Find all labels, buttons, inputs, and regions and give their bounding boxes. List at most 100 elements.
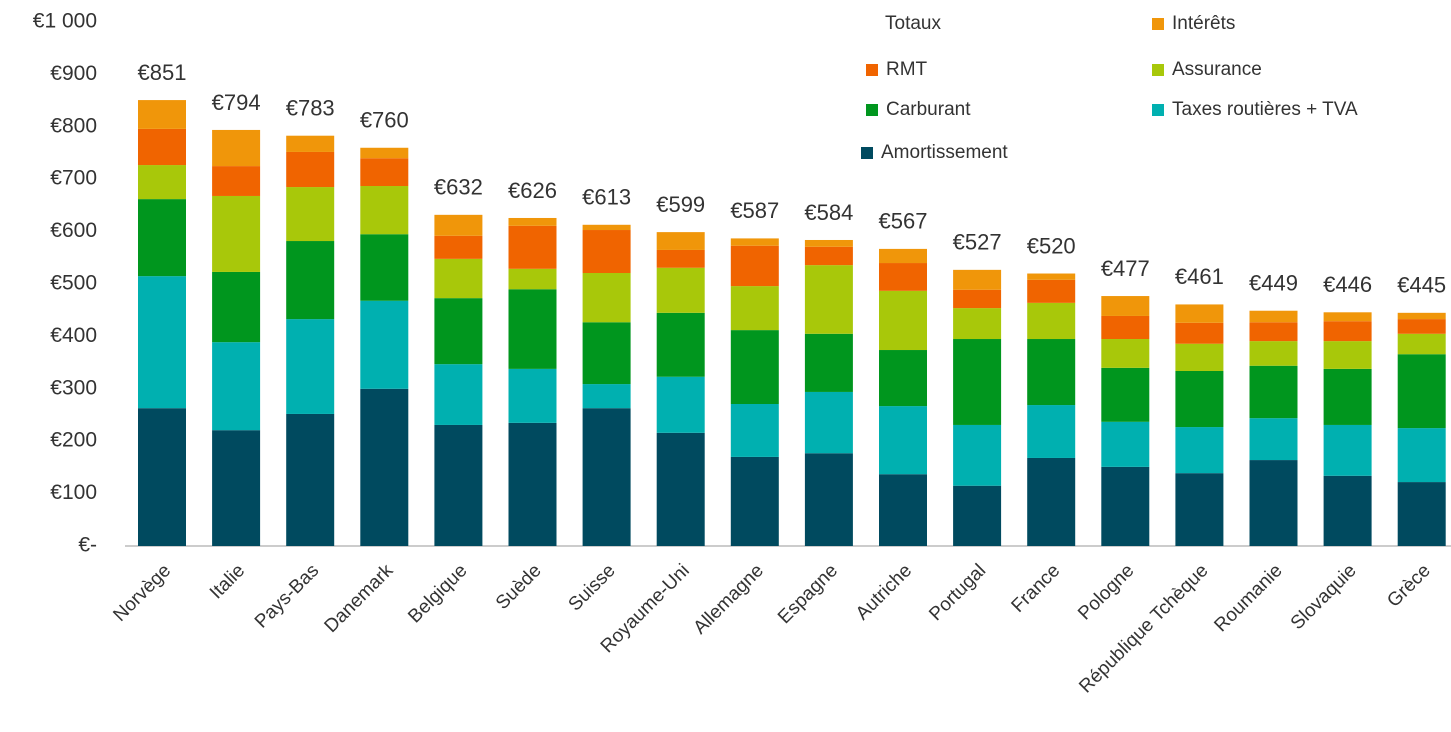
- bar-segment: [508, 225, 557, 269]
- bar-segment: [804, 391, 853, 454]
- bar-segment: [582, 322, 631, 385]
- bar-segment: [212, 166, 261, 196]
- bar-segment: [953, 269, 1002, 290]
- legend-label: Amortissement: [881, 142, 1008, 163]
- bar-segment: [582, 384, 631, 409]
- x-tick-label: Grèce: [1383, 560, 1434, 611]
- total-label: €599: [656, 192, 705, 217]
- bar-segment: [286, 413, 335, 546]
- y-tick-label: €400: [50, 324, 97, 347]
- total-label: €632: [434, 175, 483, 200]
- x-tick-label: Danemark: [321, 560, 398, 637]
- legend-marker: [861, 147, 873, 159]
- bar-segment: [953, 339, 1002, 425]
- bar-segment: [1397, 482, 1446, 546]
- total-label: €461: [1175, 264, 1224, 289]
- legend-marker: [866, 104, 878, 116]
- bar-segment: [508, 217, 557, 226]
- bar-segment: [730, 245, 779, 287]
- bar-segment: [953, 485, 1002, 546]
- x-tick-label: Allemagne: [690, 560, 768, 638]
- x-tick-label: Suisse: [565, 560, 620, 615]
- bar-segment: [879, 350, 927, 407]
- bar-segment: [138, 128, 186, 166]
- bar-segment: [1323, 475, 1372, 546]
- bar-segment: [1249, 460, 1298, 546]
- bar-segment: [138, 276, 186, 409]
- bar-segment: [1323, 321, 1372, 342]
- bar-segment: [434, 364, 483, 425]
- bar-segment: [804, 333, 853, 392]
- bar-segment: [953, 308, 1002, 340]
- x-tick-label: Belgique: [404, 560, 471, 627]
- y-tick-label: €500: [50, 272, 97, 295]
- bar-segment: [1397, 319, 1446, 334]
- bar-segment: [1175, 427, 1224, 474]
- y-tick-label: €200: [50, 429, 97, 452]
- bar-segment: [804, 239, 853, 247]
- bar-segment: [508, 268, 557, 290]
- bar-segment: [1397, 333, 1446, 355]
- bar-segment: [508, 289, 557, 369]
- bar-segment: [804, 246, 853, 266]
- bar-segment: [730, 238, 779, 246]
- y-tick-label: €900: [50, 62, 97, 85]
- bar-segment: [656, 249, 705, 268]
- bar-segment: [1027, 273, 1076, 280]
- legend-label: RMT: [886, 59, 928, 80]
- bar-segment: [1027, 405, 1076, 458]
- total-label: €527: [953, 230, 1002, 255]
- x-tick-label: Portugal: [925, 560, 990, 625]
- total-label: €851: [138, 60, 187, 85]
- bar-segment: [1397, 428, 1446, 483]
- bar-segment: [138, 199, 186, 277]
- total-label: €783: [286, 96, 335, 121]
- legend-label: Totaux: [885, 13, 941, 34]
- bar-segment: [656, 432, 705, 546]
- bar-segment: [1249, 322, 1298, 342]
- bar-segment: [286, 241, 335, 320]
- bar-segment: [804, 265, 853, 334]
- bar-segment: [1101, 466, 1150, 546]
- bar-segment: [953, 424, 1002, 486]
- y-tick-label: €600: [50, 219, 97, 242]
- total-label: €613: [582, 185, 631, 210]
- bar-segment: [1323, 424, 1372, 476]
- bar-segment: [286, 151, 335, 188]
- bar-segment: [360, 158, 409, 187]
- bar-segment: [360, 234, 409, 301]
- bar-segment: [286, 319, 335, 414]
- x-tick-label: France: [1008, 560, 1065, 617]
- bar-segment: [1397, 312, 1446, 320]
- bar-segment: [212, 129, 261, 167]
- bar-segment: [434, 235, 483, 259]
- bar-segment: [1027, 339, 1076, 406]
- y-tick-label: €700: [50, 167, 97, 190]
- bar-segment: [656, 376, 705, 433]
- bar-segment: [1249, 418, 1298, 461]
- bar-segment: [434, 214, 483, 236]
- total-label: €584: [804, 200, 853, 225]
- x-tick-label: Slovaquie: [1287, 560, 1361, 634]
- bar-segment: [1027, 457, 1076, 546]
- legend-marker: [1152, 64, 1164, 76]
- total-label: €760: [360, 108, 409, 133]
- bar-segment: [1323, 341, 1372, 369]
- bar-segment: [360, 186, 409, 235]
- bar-segment: [434, 298, 483, 365]
- bar-segment: [656, 232, 705, 250]
- bar-segment: [138, 408, 186, 546]
- bar-segment: [582, 408, 631, 546]
- x-tick-label: Autriche: [852, 560, 916, 624]
- x-tick-label: République Tchèque: [1075, 560, 1212, 697]
- bar-segment: [360, 388, 409, 546]
- bar-segment: [1101, 421, 1150, 467]
- bar-segment: [1175, 370, 1224, 428]
- bar-segment: [953, 289, 1002, 309]
- bar-segment: [508, 368, 557, 423]
- bar-segment: [434, 424, 483, 546]
- bar-segment: [1249, 310, 1298, 323]
- legend-marker: [866, 64, 878, 76]
- y-tick-label: €800: [50, 114, 97, 137]
- bar-segment: [212, 195, 261, 272]
